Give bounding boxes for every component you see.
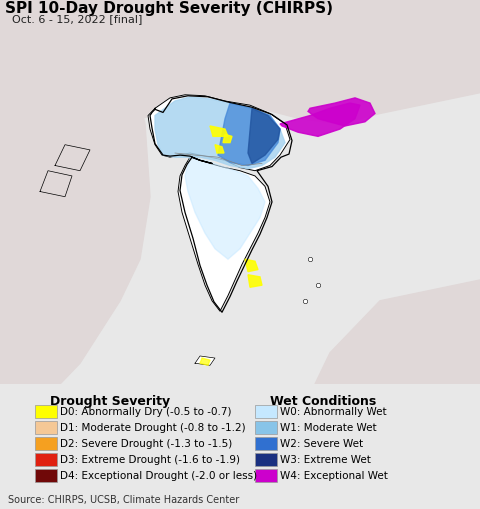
Text: W2: Severe Wet: W2: Severe Wet <box>280 438 363 448</box>
Polygon shape <box>148 96 290 172</box>
Polygon shape <box>195 356 215 365</box>
Point <box>314 281 322 290</box>
Bar <box>255 421 277 434</box>
Polygon shape <box>223 135 232 144</box>
Polygon shape <box>218 104 280 166</box>
Polygon shape <box>308 99 375 127</box>
Text: Wet Conditions: Wet Conditions <box>270 394 376 407</box>
Text: SPI 10-Day Drought Severity (CHIRPS): SPI 10-Day Drought Severity (CHIRPS) <box>5 1 333 16</box>
Bar <box>35 453 57 466</box>
Polygon shape <box>178 158 270 312</box>
Polygon shape <box>210 127 228 137</box>
Bar <box>35 437 57 449</box>
Polygon shape <box>40 172 72 197</box>
Bar <box>255 469 277 482</box>
Text: W0: Abnormally Wet: W0: Abnormally Wet <box>280 406 386 416</box>
Text: D0: Abnormally Dry (-0.5 to -0.7): D0: Abnormally Dry (-0.5 to -0.7) <box>60 406 231 416</box>
Bar <box>35 421 57 434</box>
Text: W1: Moderate Wet: W1: Moderate Wet <box>280 422 377 432</box>
Text: D2: Severe Drought (-1.3 to -1.5): D2: Severe Drought (-1.3 to -1.5) <box>60 438 232 448</box>
Text: D1: Moderate Drought (-0.8 to -1.2): D1: Moderate Drought (-0.8 to -1.2) <box>60 422 246 432</box>
Text: D3: Extreme Drought (-1.6 to -1.9): D3: Extreme Drought (-1.6 to -1.9) <box>60 454 240 464</box>
Bar <box>255 453 277 466</box>
Text: Source: CHIRPS, UCSB, Climate Hazards Center: Source: CHIRPS, UCSB, Climate Hazards Ce… <box>8 494 239 504</box>
Polygon shape <box>248 275 262 288</box>
Text: W4: Exceptional Wet: W4: Exceptional Wet <box>280 470 388 480</box>
Polygon shape <box>155 98 285 169</box>
Text: W3: Extreme Wet: W3: Extreme Wet <box>280 454 371 464</box>
Polygon shape <box>280 104 360 137</box>
Text: Oct. 6 - 15, 2022 [final]: Oct. 6 - 15, 2022 [final] <box>12 14 143 24</box>
Polygon shape <box>248 109 280 164</box>
Polygon shape <box>315 280 480 384</box>
Polygon shape <box>0 0 480 135</box>
Polygon shape <box>0 0 150 384</box>
Point <box>301 297 309 305</box>
Text: D4: Exceptional Drought (-2.0 or less): D4: Exceptional Drought (-2.0 or less) <box>60 470 257 480</box>
Bar <box>35 469 57 482</box>
Bar <box>255 437 277 449</box>
Polygon shape <box>245 260 258 272</box>
Polygon shape <box>215 146 224 154</box>
Polygon shape <box>200 358 210 365</box>
Text: Drought Severity: Drought Severity <box>50 394 170 407</box>
Polygon shape <box>55 146 90 172</box>
Point <box>306 256 314 264</box>
Bar <box>35 405 57 418</box>
Polygon shape <box>185 158 265 260</box>
Bar <box>255 405 277 418</box>
